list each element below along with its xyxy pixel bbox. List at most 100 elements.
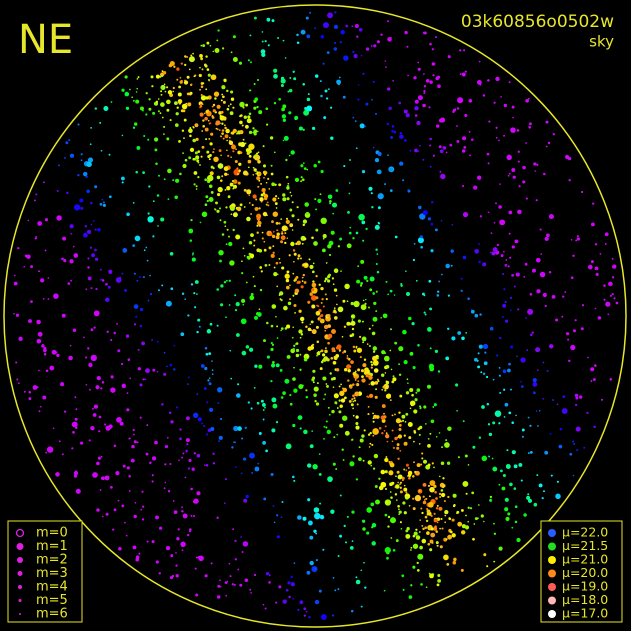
star — [192, 500, 197, 504]
star — [404, 139, 407, 142]
star — [498, 139, 500, 142]
star — [195, 556, 198, 559]
star — [206, 174, 214, 182]
star — [360, 282, 363, 285]
star — [413, 242, 416, 245]
star — [307, 498, 311, 502]
star — [228, 235, 230, 238]
star — [250, 233, 254, 238]
star — [590, 367, 595, 372]
star — [273, 271, 278, 277]
star — [298, 329, 303, 334]
star — [388, 107, 391, 110]
star — [421, 511, 424, 515]
star — [243, 457, 247, 461]
star — [121, 504, 125, 508]
star — [457, 97, 464, 104]
star — [184, 298, 187, 301]
star — [383, 589, 386, 592]
star — [257, 312, 262, 317]
star — [187, 376, 190, 379]
star — [152, 368, 156, 372]
star — [438, 280, 441, 283]
star — [232, 179, 238, 184]
star — [395, 484, 400, 489]
star — [423, 90, 426, 93]
star — [349, 226, 352, 229]
star — [151, 85, 154, 88]
star — [280, 516, 283, 518]
star — [362, 72, 365, 75]
star — [222, 100, 226, 104]
star — [264, 40, 267, 43]
star — [319, 315, 322, 318]
star — [342, 415, 348, 421]
star — [570, 344, 576, 351]
star — [156, 370, 159, 373]
star — [422, 495, 425, 498]
star — [309, 11, 312, 14]
star — [429, 486, 435, 493]
star — [220, 110, 224, 114]
star — [419, 235, 423, 239]
star — [385, 66, 387, 68]
star — [163, 178, 166, 181]
star — [462, 211, 469, 218]
star — [487, 162, 490, 165]
star — [296, 33, 299, 37]
star — [228, 562, 231, 565]
star — [444, 514, 447, 517]
star — [362, 341, 365, 344]
star — [60, 382, 65, 387]
field-id: 03k60856o0502w — [461, 12, 614, 32]
star — [445, 263, 450, 269]
star — [370, 502, 375, 507]
star — [460, 277, 463, 280]
star — [463, 145, 467, 149]
star — [551, 295, 556, 299]
star — [418, 490, 421, 492]
star — [125, 334, 130, 338]
star — [500, 254, 504, 258]
star — [206, 401, 209, 404]
star — [568, 359, 571, 363]
star — [415, 528, 418, 531]
star — [361, 375, 364, 378]
star — [380, 33, 383, 36]
star — [287, 301, 292, 306]
star — [409, 387, 414, 393]
m-legend-symbol — [18, 599, 22, 602]
star — [330, 230, 335, 235]
star — [332, 329, 334, 332]
star — [282, 391, 286, 395]
star — [305, 263, 308, 267]
star — [315, 532, 318, 535]
star — [555, 493, 561, 500]
star — [250, 592, 252, 594]
star — [303, 109, 310, 116]
star — [328, 318, 331, 321]
star — [507, 512, 511, 516]
star — [374, 485, 378, 488]
star — [240, 318, 247, 325]
star — [265, 572, 270, 576]
star — [513, 464, 518, 469]
star — [392, 80, 394, 82]
star — [124, 75, 128, 79]
star — [430, 527, 434, 531]
star — [509, 309, 512, 311]
star — [28, 391, 32, 394]
star — [312, 280, 315, 283]
star — [278, 222, 281, 225]
star — [154, 440, 158, 445]
star — [526, 349, 529, 352]
star — [100, 387, 103, 390]
star — [579, 395, 583, 399]
star — [462, 255, 467, 260]
star — [303, 429, 308, 435]
star — [360, 54, 363, 57]
star — [543, 490, 545, 493]
star — [352, 407, 354, 410]
star — [220, 417, 223, 421]
star — [184, 476, 187, 479]
